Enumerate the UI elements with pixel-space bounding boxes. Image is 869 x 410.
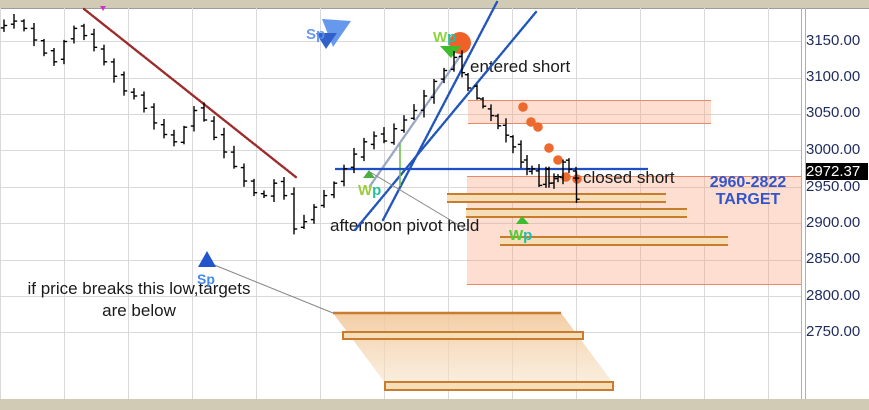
- svg-text:Wp: Wp: [433, 29, 456, 46]
- svg-text:Wp: Wp: [358, 182, 381, 199]
